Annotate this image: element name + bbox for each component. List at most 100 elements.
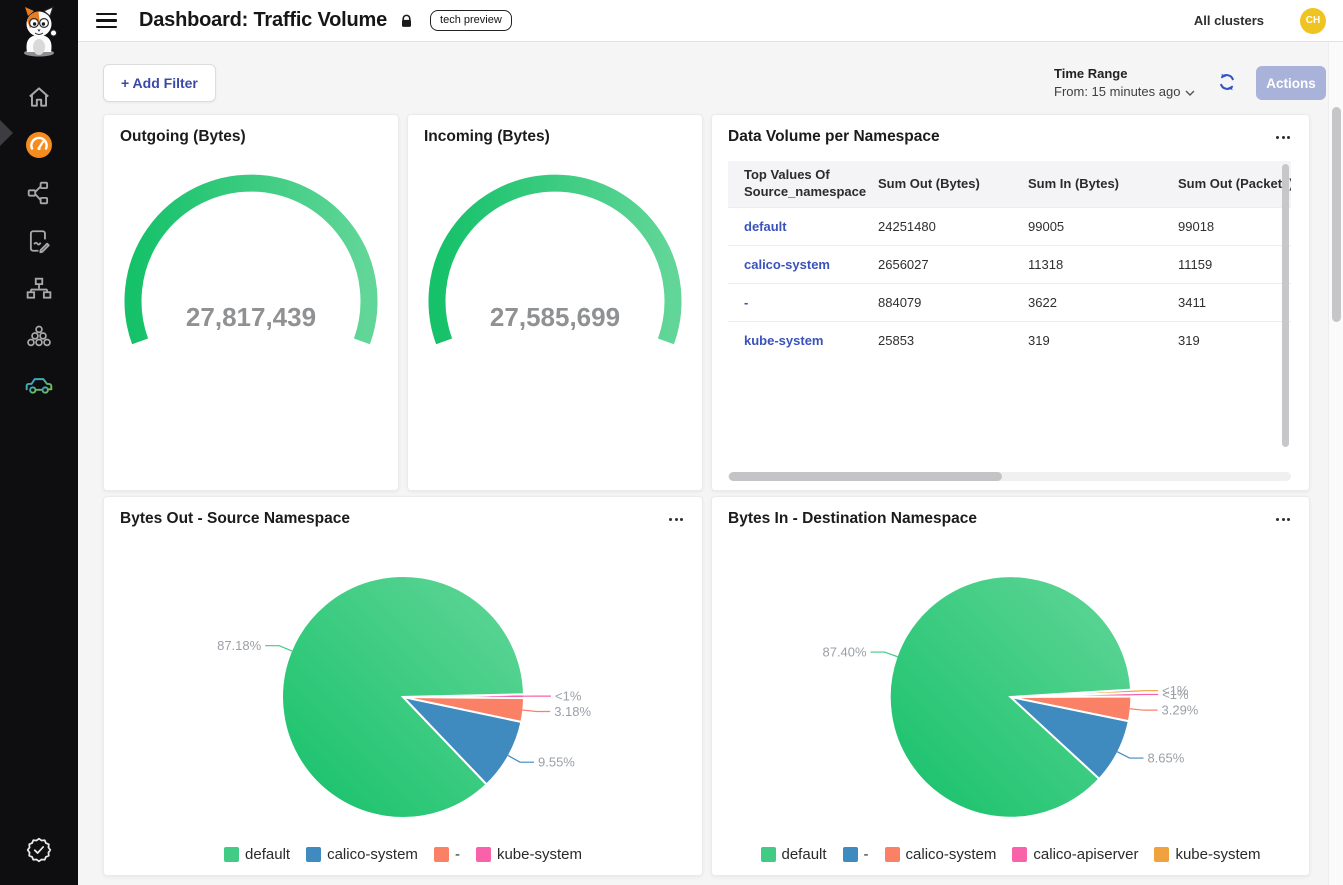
table-cell: 99018 bbox=[1162, 207, 1291, 246]
table-cell: 11159 bbox=[1162, 245, 1291, 284]
legend-item[interactable]: calico-system bbox=[884, 846, 996, 863]
legend-label: default bbox=[245, 846, 291, 863]
table-row: -884079 3622 3411 bbox=[728, 283, 1291, 322]
legend-label: - bbox=[454, 846, 460, 863]
network-topology-icon bbox=[26, 276, 52, 307]
cluster-selector[interactable]: All clusters bbox=[1193, 13, 1264, 28]
pie-percvalue-label: 9.55% bbox=[538, 755, 575, 770]
traffic-car-icon bbox=[24, 373, 54, 402]
pie-percvalue-label: <1% bbox=[1162, 683, 1189, 698]
table-cell: 99005 bbox=[1012, 207, 1162, 246]
legend-swatch bbox=[1154, 847, 1170, 862]
legend-item[interactable]: - bbox=[433, 846, 460, 863]
legend-swatch bbox=[842, 847, 858, 862]
time-range-label: Time Range bbox=[1054, 66, 1128, 81]
column-header[interactable]: Sum In (Bytes) bbox=[1012, 161, 1162, 208]
bytes-in-pie-chart: <1% <1% 3.29% 8.65% 87.40% bbox=[823, 575, 1199, 819]
refresh-button[interactable] bbox=[1216, 72, 1238, 94]
legend-item[interactable]: - bbox=[842, 846, 869, 863]
bytes-in-pie-card: Bytes In - Destination Namespace <1% <1%… bbox=[711, 496, 1310, 876]
card-menu-button[interactable] bbox=[666, 515, 686, 524]
table-row: default 24251480 99005 99018 bbox=[728, 207, 1291, 246]
card-title: Incoming (Bytes) bbox=[424, 128, 550, 145]
table-header-row: Top Values Of Source_namespace Sum Out (… bbox=[728, 161, 1291, 208]
column-header[interactable]: Sum Out (Bytes) bbox=[862, 161, 1012, 208]
legend-swatch bbox=[760, 847, 776, 862]
namespace-table-body: default 24251480 99005 99018 calico-system 26… bbox=[728, 207, 1291, 359]
data-volume-table-card: Data Volume per Namespace Top Values Of … bbox=[711, 114, 1310, 491]
column-header[interactable]: Sum Out (Packets) bbox=[1162, 161, 1291, 208]
sidebar-item-traffic[interactable] bbox=[0, 363, 78, 411]
table-cell: 25853 bbox=[862, 321, 1012, 359]
active-nav-notch bbox=[0, 120, 13, 146]
table-cell: 319 bbox=[1162, 321, 1291, 359]
incoming-bytes-card: Incoming (Bytes) 27,585,699 bbox=[407, 114, 703, 491]
table-cell: 2656027 bbox=[862, 245, 1012, 284]
gauge-value: 27,817,439 bbox=[186, 302, 316, 332]
card-menu-button[interactable] bbox=[1273, 133, 1293, 142]
sidebar-item-policies[interactable] bbox=[0, 219, 78, 267]
page-scrollbar[interactable] bbox=[1332, 107, 1341, 322]
tech-preview-badge: tech preview bbox=[430, 10, 512, 31]
legend-item[interactable]: kube-system bbox=[1154, 846, 1260, 863]
pie-percvalue-label: 87.18% bbox=[217, 638, 262, 653]
dashboard-content: + Add Filter Time Range From: 15 minutes… bbox=[78, 42, 1343, 885]
legend-item[interactable]: default bbox=[760, 846, 827, 863]
sidebar-item-service-graph[interactable] bbox=[0, 171, 78, 219]
home-icon bbox=[26, 84, 52, 115]
namespace-table: Top Values Of Source_namespace Sum Out (… bbox=[728, 161, 1291, 461]
sidebar-item-compliance[interactable] bbox=[0, 836, 78, 869]
table-cell: 24251480 bbox=[862, 207, 1012, 246]
add-filter-button[interactable]: + Add Filter bbox=[103, 64, 216, 102]
namespace-link[interactable]: default bbox=[728, 207, 862, 246]
sidebar-item-dashboards[interactable] bbox=[0, 123, 78, 171]
namespace-link[interactable]: calico-system bbox=[728, 245, 862, 284]
gauge-value: 27,585,699 bbox=[490, 302, 620, 332]
time-range-selector[interactable]: Time Range From: 15 minutes ago bbox=[1054, 66, 1195, 99]
pie-legend: default - calico-system calico-apiserver kub… bbox=[712, 846, 1309, 863]
card-title: Bytes In - Destination Namespace bbox=[728, 510, 977, 527]
service-graph-icon bbox=[26, 180, 52, 211]
pie-percvalue-label: 3.18% bbox=[554, 704, 591, 719]
table-horizontal-scrollbar[interactable] bbox=[729, 472, 1002, 481]
pie-percvalue-label: <1% bbox=[1162, 687, 1189, 702]
namespace-link[interactable]: - bbox=[728, 283, 862, 322]
sidebar-item-home[interactable] bbox=[0, 75, 78, 123]
table-vertical-scrollbar[interactable] bbox=[1282, 164, 1289, 447]
card-title: Bytes Out - Source Namespace bbox=[120, 510, 351, 527]
verified-check-badge-icon bbox=[25, 836, 53, 869]
page-title: Dashboard: Traffic Volume bbox=[139, 9, 388, 31]
hamburger-menu-icon[interactable] bbox=[96, 12, 117, 29]
legend-item[interactable]: default bbox=[224, 846, 290, 863]
legend-label: calico-apiserver bbox=[1033, 846, 1139, 863]
table-horizontal-scrollbar-track bbox=[728, 472, 1291, 481]
sidebar-item-network-topology[interactable] bbox=[0, 267, 78, 315]
namespace-link[interactable]: kube-system bbox=[728, 321, 862, 359]
pie-percvalue-label: 3.29% bbox=[1162, 703, 1199, 718]
column-header[interactable]: Top Values Of Source_namespace bbox=[728, 161, 866, 208]
legend-label: calico-system bbox=[327, 846, 418, 863]
legend-swatch bbox=[433, 847, 449, 862]
legend-label: default bbox=[781, 846, 827, 863]
sidebar-item-clusters[interactable] bbox=[0, 315, 78, 363]
bytes-out-pie-chart: <1% 3.18% 9.55% 87.18% bbox=[217, 575, 592, 819]
table-cell: 11318 bbox=[1012, 245, 1162, 284]
table-row: kube-system 25853 319 319 bbox=[728, 321, 1291, 359]
outgoing-bytes-card: Outgoing (Bytes) 27,817,439 bbox=[103, 114, 399, 491]
calico-cat-logo[interactable] bbox=[17, 6, 61, 63]
time-range-value: From: 15 minutes ago bbox=[1054, 84, 1181, 99]
user-avatar[interactable]: CH bbox=[1300, 7, 1326, 34]
card-title: Outgoing (Bytes) bbox=[120, 128, 246, 145]
bytes-out-pie-card: Bytes Out - Source Namespace <1% 3.18% 9… bbox=[103, 496, 703, 876]
actions-button[interactable]: Actions bbox=[1256, 66, 1326, 100]
workload-clusters-icon bbox=[26, 324, 52, 355]
pie-legend: default calico-system - kube-system bbox=[104, 846, 702, 863]
legend-swatch bbox=[475, 847, 491, 862]
legend-item[interactable]: calico-system bbox=[306, 846, 418, 863]
pie-percvalue-label: <1% bbox=[555, 689, 582, 704]
card-title: Data Volume per Namespace bbox=[728, 128, 940, 145]
legend-item[interactable]: calico-apiserver bbox=[1012, 846, 1138, 863]
legend-item[interactable]: kube-system bbox=[475, 846, 582, 863]
card-menu-button[interactable] bbox=[1273, 515, 1293, 524]
legend-label: - bbox=[863, 846, 869, 863]
